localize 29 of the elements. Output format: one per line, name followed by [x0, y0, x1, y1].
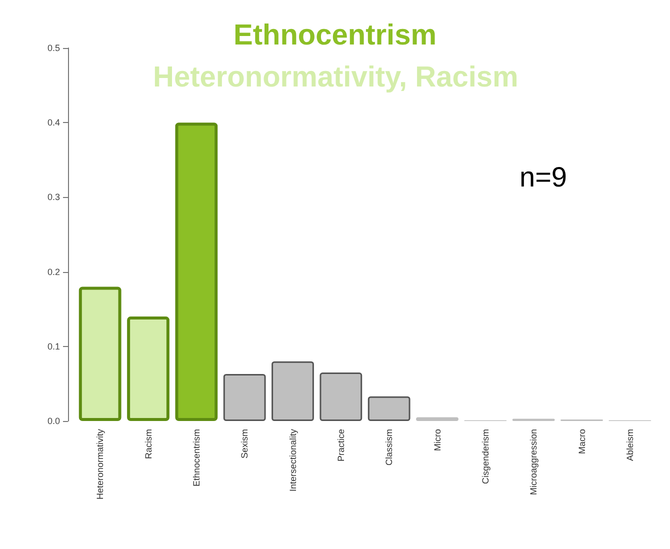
- bar: [320, 372, 362, 421]
- text: Heteronormativity, Racism: [153, 62, 518, 94]
- bar: [175, 122, 218, 421]
- x-tick-label: Ethnocentrism: [191, 429, 202, 487]
- bar: [416, 417, 458, 421]
- annotation: n=9: [520, 162, 568, 192]
- x-tick-label: Cisgenderism: [480, 429, 490, 484]
- x-tick-label: Intersectionality: [288, 428, 298, 492]
- x-tick-label: Microaggression: [528, 429, 539, 496]
- y-tick-label: 0.4: [47, 118, 60, 128]
- x-tick-label: Ableism: [624, 429, 635, 462]
- bar: [223, 374, 266, 421]
- bar: [272, 361, 314, 421]
- y-tick-label: 0.2: [47, 266, 60, 277]
- x-tick-label: Macro: [576, 429, 587, 454]
- bar: [127, 316, 170, 421]
- y-tick-label: 0.5: [47, 43, 60, 53]
- x-tick-label: Classism: [384, 429, 394, 466]
- bar: [78, 286, 122, 421]
- x-tick-label: Sexism: [240, 429, 250, 459]
- bar: [368, 396, 410, 421]
- y-tick-label: 0.0: [47, 416, 60, 426]
- y-tick-label: 0.3: [47, 192, 60, 202]
- chart-title: Ethnocentrism: [233, 20, 437, 52]
- x-tick-label: Practice: [336, 429, 346, 462]
- y-tick-label: 0.1: [47, 341, 60, 352]
- x-tick-label: Micro: [432, 429, 442, 451]
- x-tick-label: Racism: [143, 429, 154, 460]
- x-tick-label: Heteronormativity: [95, 428, 106, 500]
